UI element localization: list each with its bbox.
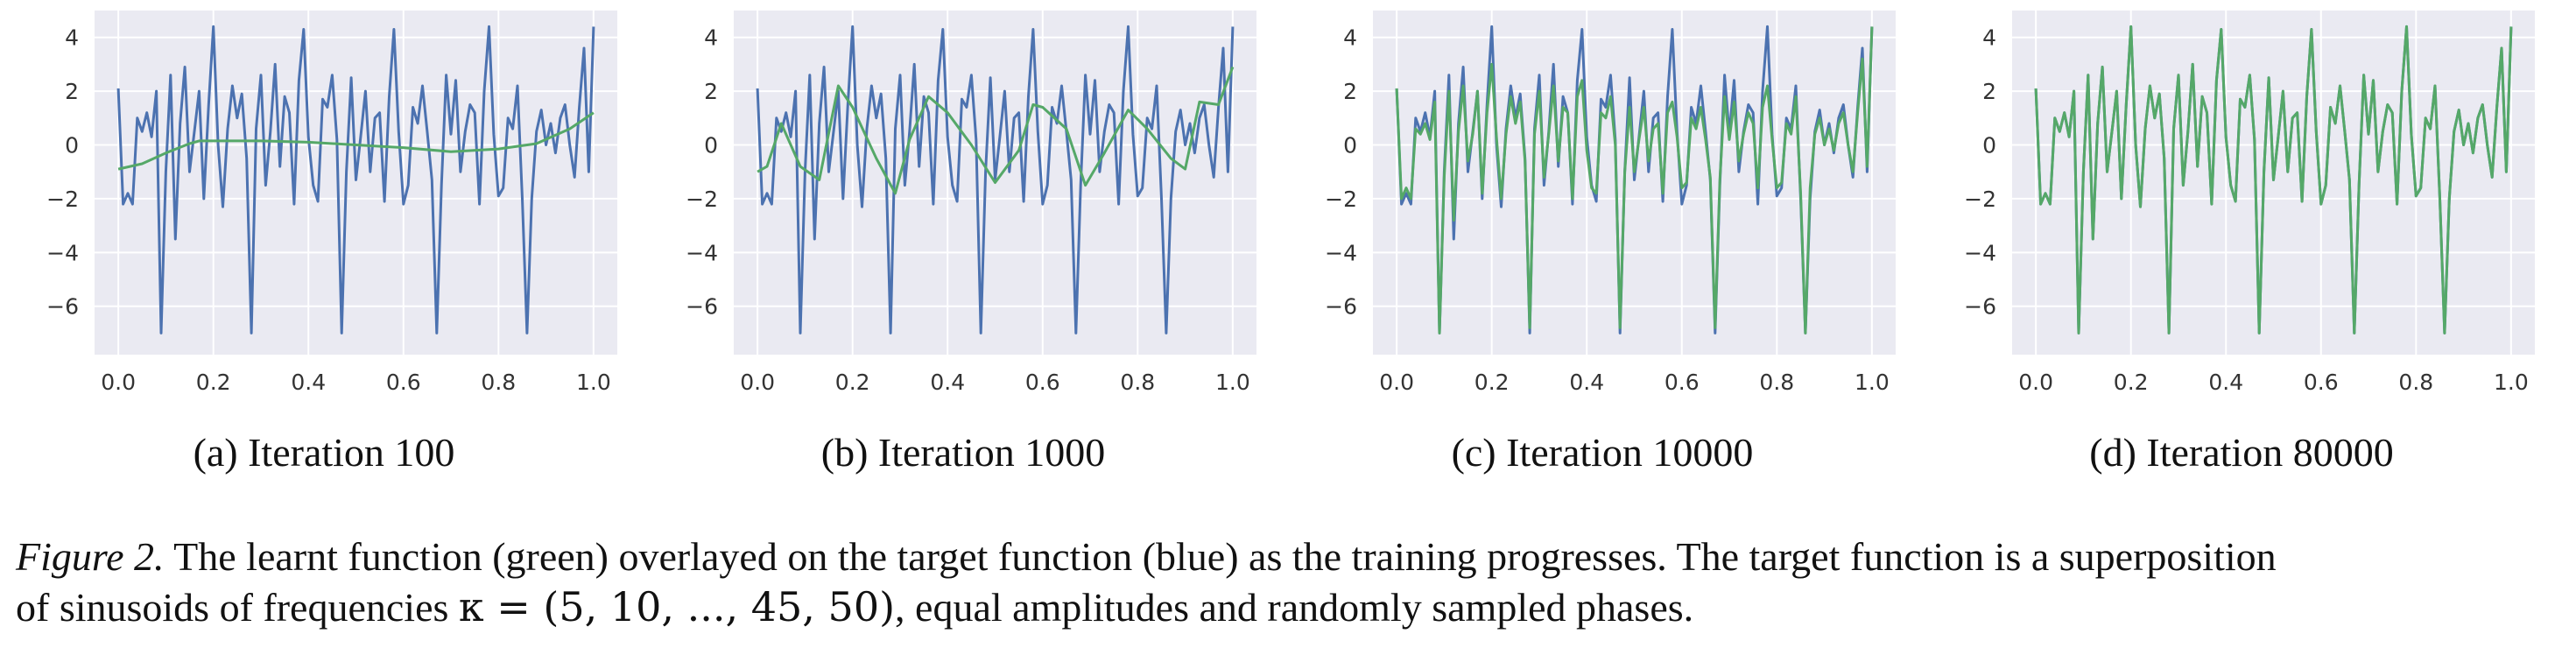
y-tick-label: 0	[1343, 133, 1357, 158]
panel-d: 0.0 0.2 0.4 0.6 0.8 1.0 4 2 0 −2 −4 −6	[1926, 0, 2557, 412]
y-tick-label: 4	[1343, 25, 1357, 51]
y-tick-label: −4	[1325, 240, 1357, 265]
panel-a: 0.0 0.2 0.4 0.6 0.8 1.0 4 2 0 −2 −4 −6	[9, 0, 639, 412]
caption-text-2b: , equal amplitudes and randomly sampled …	[895, 584, 1694, 630]
y-tick-label: 2	[704, 79, 718, 104]
panel-c: 0.0 0.2 0.4 0.6 0.8 1.0 4 2 0 −2 −4 −6	[1287, 0, 1918, 412]
x-tick-label: 0.2	[835, 370, 870, 395]
x-tick-label: 0.4	[930, 370, 965, 395]
x-tick-label: 0.0	[740, 370, 775, 395]
y-tick-label: −6	[1325, 294, 1357, 320]
panel-b: 0.0 0.2 0.4 0.6 0.8 1.0 4 2 0 −2 −4 −6	[648, 0, 1278, 412]
caption-text-1: The learnt function (green) overlayed on…	[164, 534, 2277, 579]
x-tick-label: 0.0	[101, 370, 136, 395]
caption-label: Figure 2.	[16, 534, 165, 579]
subcaption-d: (d) Iteration 80000	[2089, 430, 2394, 475]
x-tick-label: 0.4	[1569, 370, 1604, 395]
learnt-function-line	[2034, 25, 2513, 335]
learnt-function-line	[1395, 26, 1874, 335]
x-tick-label: 0.2	[1475, 370, 1510, 395]
caption-text-2a: of sinusoids of frequencies	[16, 584, 459, 630]
x-tick-label: 0.2	[196, 370, 231, 395]
y-tick-label: −4	[46, 240, 79, 265]
subcaption-a: (a) Iteration 100	[193, 430, 455, 475]
target-function-line	[116, 25, 595, 335]
target-function-line	[756, 25, 1235, 335]
y-tick-label: −2	[1964, 187, 1996, 212]
y-tick-label: −2	[686, 187, 718, 212]
x-tick-label: 0.8	[1120, 370, 1155, 395]
learnt-function-line	[757, 66, 1235, 195]
x-tick-label: 0.6	[1665, 370, 1700, 395]
x-tick-label: 0.0	[1379, 370, 1414, 395]
y-tick-label: 4	[65, 25, 79, 51]
x-tick-label: 0.0	[2018, 370, 2053, 395]
x-tick-label: 1.0	[576, 370, 611, 395]
caption-line-2: of sinusoids of frequencies κ = (5, 10, …	[16, 582, 2564, 633]
y-tick-label: −6	[46, 294, 79, 320]
plot-area	[1373, 11, 1896, 355]
plot-area	[2012, 11, 2535, 355]
caption-line-1: Figure 2. The learnt function (green) ov…	[16, 532, 2564, 582]
chart-c: 0.0 0.2 0.4 0.6 0.8 1.0 4 2 0 −2 −4 −6	[1325, 11, 1896, 395]
x-tick-label: 1.0	[2494, 370, 2529, 395]
y-tick-label: 2	[65, 79, 79, 104]
x-tick-label: 0.8	[481, 370, 516, 395]
x-tick-label: 0.6	[1025, 370, 1060, 395]
learnt-function-line	[117, 111, 595, 171]
y-tick-label: 4	[704, 25, 718, 51]
subcaption-c: (c) Iteration 10000	[1451, 430, 1754, 475]
y-tick-label: −6	[1964, 294, 1996, 320]
chart-b: 0.0 0.2 0.4 0.6 0.8 1.0 4 2 0 −2 −4 −6	[686, 11, 1256, 395]
y-tick-label: 2	[1343, 79, 1357, 104]
x-tick-label: 1.0	[1215, 370, 1250, 395]
y-tick-label: 0	[1982, 133, 1996, 158]
y-tick-label: −4	[1964, 240, 1996, 265]
x-tick-label: 0.2	[2114, 370, 2149, 395]
plot-area	[95, 11, 617, 355]
x-tick-label: 0.6	[2304, 370, 2339, 395]
x-tick-label: 0.8	[1759, 370, 1794, 395]
y-tick-label: −4	[686, 240, 718, 265]
x-tick-label: 0.4	[291, 370, 326, 395]
y-tick-label: 4	[1982, 25, 1996, 51]
subcaption-b: (b) Iteration 1000	[820, 430, 1106, 475]
x-tick-label: 0.4	[2208, 370, 2243, 395]
figure-caption: Figure 2. The learnt function (green) ov…	[16, 532, 2564, 632]
caption-math: κ = (5, 10, ..., 45, 50)	[458, 582, 896, 630]
y-tick-label: −2	[1325, 187, 1357, 212]
y-tick-label: 2	[1982, 79, 1996, 104]
chart-a: 0.0 0.2 0.4 0.6 0.8 1.0 4 2 0 −2 −4 −6	[46, 11, 617, 395]
x-tick-label: 0.6	[386, 370, 421, 395]
y-tick-label: −2	[46, 187, 79, 212]
x-tick-label: 0.8	[2398, 370, 2433, 395]
y-tick-label: 0	[704, 133, 718, 158]
y-tick-label: 0	[65, 133, 79, 158]
chart-d: 0.0 0.2 0.4 0.6 0.8 1.0 4 2 0 −2 −4 −6	[1964, 11, 2535, 395]
y-tick-label: −6	[686, 294, 718, 320]
x-tick-label: 1.0	[1855, 370, 1890, 395]
